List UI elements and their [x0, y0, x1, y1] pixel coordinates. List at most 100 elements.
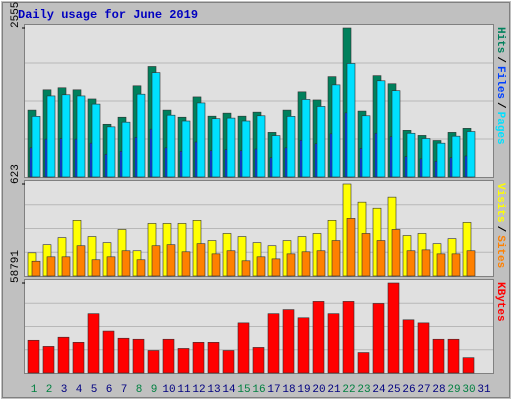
x-tick-label: 14 [222, 384, 236, 396]
legend-separator: / [494, 102, 506, 109]
bar [211, 253, 221, 277]
bar [226, 117, 236, 178]
bar [466, 250, 476, 277]
x-tick-label: 21 [327, 384, 341, 396]
x-tick-label: 26 [402, 384, 415, 396]
x-tick-label: 10 [162, 384, 175, 396]
bar [192, 342, 205, 374]
bar [151, 72, 161, 178]
bar [61, 256, 71, 277]
bar [432, 338, 445, 374]
bar [76, 95, 86, 178]
x-tick-label: 18 [282, 384, 295, 396]
bar [286, 253, 296, 277]
x-tick-label: 20 [312, 384, 325, 396]
y-tick-label: 58791 [10, 250, 22, 283]
bar [376, 80, 386, 178]
bar [196, 102, 206, 178]
bar [406, 132, 416, 178]
bar [57, 336, 70, 374]
x-tick-label: 9 [151, 384, 158, 396]
bar [31, 116, 41, 178]
bar [91, 103, 101, 178]
bar [402, 319, 415, 374]
bar [466, 131, 476, 178]
bar [151, 245, 161, 277]
bar [316, 106, 326, 178]
bar [342, 301, 355, 374]
bar [301, 99, 311, 178]
bar [31, 260, 41, 277]
bar [316, 250, 326, 277]
x-tick-label: 1 [31, 384, 38, 396]
x-tick-label: 13 [207, 384, 220, 396]
chart-title: Daily usage for June 2019 [18, 8, 198, 22]
bar [372, 303, 385, 374]
x-tick-label: 11 [177, 384, 191, 396]
bar [196, 243, 206, 277]
bar [331, 84, 341, 178]
bar [357, 352, 370, 374]
x-tick-label: 2 [46, 384, 53, 396]
x-tick-label: 27 [417, 384, 430, 396]
x-tick-label: 28 [432, 384, 445, 396]
legend: KBytes [494, 282, 506, 322]
legend-separator: / [494, 56, 506, 63]
bar [361, 233, 371, 277]
bar [61, 94, 71, 178]
bar [451, 253, 461, 277]
bar [121, 121, 131, 178]
bar [106, 126, 116, 178]
bar [417, 322, 430, 374]
bar [211, 118, 221, 178]
bar [237, 322, 250, 374]
legend-entry: Pages [494, 112, 506, 145]
bar [267, 313, 280, 374]
x-tick-label: 24 [372, 384, 386, 396]
x-tick-label: 8 [136, 384, 143, 396]
bar [102, 330, 115, 374]
bar [117, 337, 130, 374]
bar [166, 244, 176, 277]
bar [436, 253, 446, 277]
bar [447, 338, 460, 374]
bar [166, 114, 176, 178]
x-tick-label: 25 [387, 384, 400, 396]
bar [331, 240, 341, 277]
x-tick-label: 22 [342, 384, 355, 396]
x-tick-label: 6 [106, 384, 113, 396]
x-tick-label: 19 [297, 384, 310, 396]
legend-entry: Visits [494, 183, 506, 223]
x-tick-label: 4 [76, 384, 83, 396]
bar [27, 339, 40, 374]
bar [301, 251, 311, 277]
x-tick-label: 29 [447, 384, 460, 396]
bar [387, 282, 400, 374]
bar [222, 350, 235, 374]
bar [252, 347, 265, 374]
bar [361, 115, 371, 178]
bar [451, 135, 461, 178]
bar [256, 115, 266, 178]
bar [147, 350, 160, 374]
bar [241, 260, 251, 277]
legend-entry: Hits [494, 27, 506, 53]
bar [106, 256, 116, 277]
legend: Visits / Sites [494, 183, 506, 268]
legend-entry: Files [494, 66, 506, 99]
bar [72, 342, 85, 374]
bar [136, 93, 146, 178]
bar [327, 313, 340, 374]
bar [391, 90, 401, 178]
bar [256, 256, 266, 277]
bar [376, 240, 386, 277]
bar [421, 249, 431, 277]
x-tick-label: 12 [192, 384, 205, 396]
x-tick-label: 5 [91, 384, 98, 396]
x-tick-label: 30 [462, 384, 475, 396]
x-tick-label: 31 [477, 384, 491, 396]
bar [181, 120, 191, 178]
bar [132, 338, 145, 374]
bar [181, 251, 191, 277]
